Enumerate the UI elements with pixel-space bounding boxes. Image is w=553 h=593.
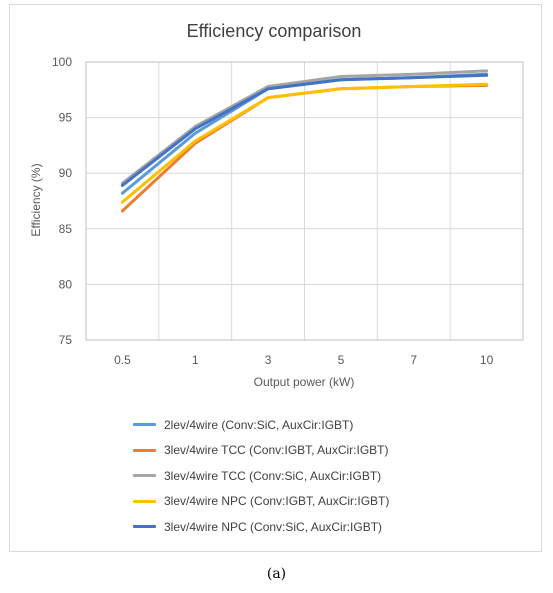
series-line-5 [120,73,489,187]
x-tick-label: 7 [410,353,417,367]
x-tick-label: 1 [192,353,199,367]
legend-item: 3lev/4wire TCC (Conv:IGBT, AuxCir:IGBT) [133,438,533,464]
grid [85,61,524,341]
legend-label: 2lev/4wire (Conv:SiC, AuxCir:IGBT) [164,417,354,432]
x-tick-label: 3 [265,353,272,367]
figure-caption: (a) [266,566,287,582]
legend-item: 2lev/4wire (Conv:SiC, AuxCir:IGBT) [133,412,533,438]
legend-item: 3lev/4wire NPC (Conv:SiC, AuxCir:IGBT) [133,514,533,540]
legend: 2lev/4wire (Conv:SiC, AuxCir:IGBT) 3lev/4… [133,412,533,540]
y-tick-label: 80 [59,277,73,291]
x-tick-label: 10 [480,353,494,367]
legend-label: 3lev/4wire NPC (Conv:IGBT, AuxCir:IGBT) [164,494,390,509]
y-tick-label: 95 [59,111,73,125]
series-lines [120,69,489,213]
legend-label: 3lev/4wire TCC (Conv:IGBT, AuxCir:IGBT) [164,443,389,458]
legend-swatch [133,474,156,478]
y-tick-label: 85 [59,222,73,236]
legend-swatch [133,448,156,452]
y-tick-label: 75 [59,333,73,347]
plot-area-border [85,61,524,341]
axes: 75 80 85 90 95 100 0.5 1 3 5 7 10 [52,55,524,367]
legend-label: 3lev/4wire NPC (Conv:SiC, AuxCir:IGBT) [164,519,383,534]
legend-swatch [133,525,156,529]
legend-label: 3lev/4wire TCC (Conv:SiC, AuxCir:IGBT) [164,468,382,483]
series-line-4 [120,82,489,204]
x-tick-label: 0.5 [114,353,131,367]
legend-item: 3lev/4wire TCC (Conv:SiC, AuxCir:IGBT) [133,463,533,489]
x-axis-label: Output power (kW) [254,375,355,389]
chart-title: Efficiency comparison [187,21,362,41]
legend-swatch [133,423,156,427]
legend-item: 3lev/4wire NPC (Conv:IGBT, AuxCir:IGBT) [133,489,533,515]
legend-swatch [133,499,156,503]
y-tick-label: 100 [52,55,72,69]
y-axis-label: Efficiency (%) [29,163,43,236]
y-tick-label: 90 [59,166,73,180]
x-tick-label: 5 [338,353,345,367]
series-line-3 [120,69,489,185]
